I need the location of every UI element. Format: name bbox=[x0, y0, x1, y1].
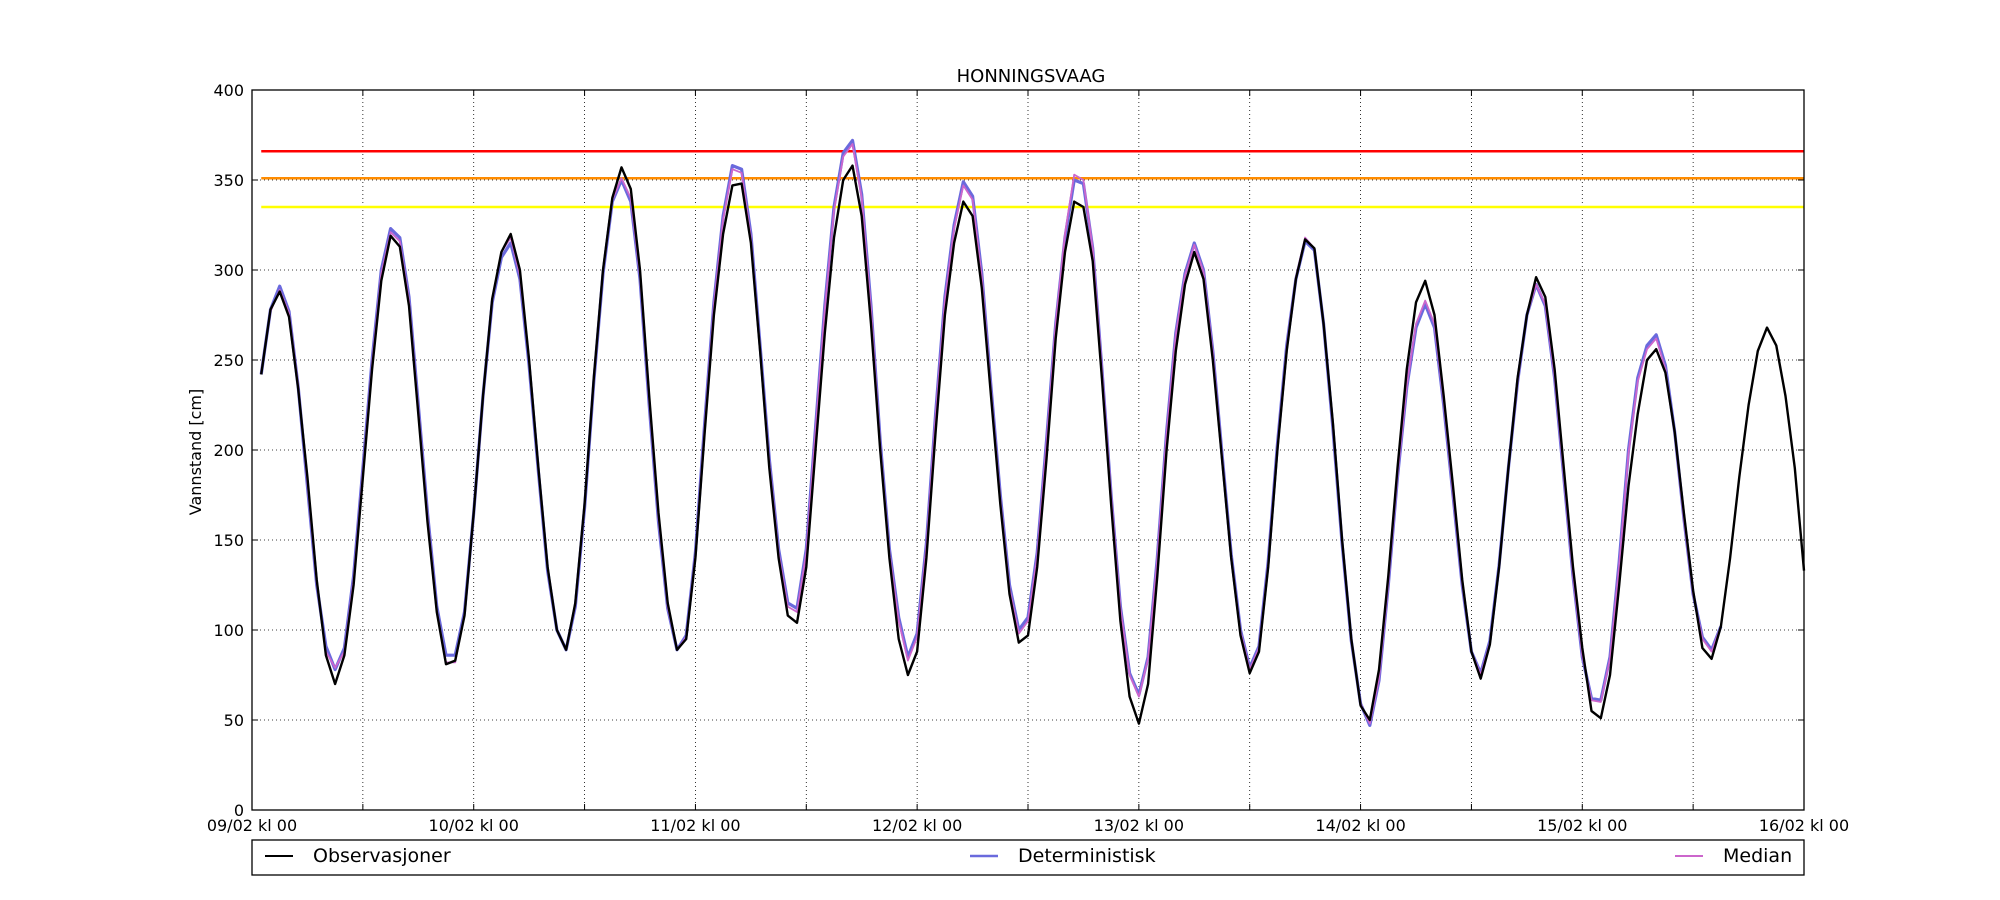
x-tick-label: 14/02 kl 00 bbox=[1315, 816, 1405, 835]
y-tick-label: 250 bbox=[213, 351, 244, 370]
legend-label-median: Median bbox=[1723, 845, 1792, 867]
legend-label-deterministisk: Deterministisk bbox=[1018, 845, 1156, 867]
y-tick-label: 100 bbox=[213, 621, 244, 640]
y-ticks: 0 50 100 150 200 250 300 350 400 bbox=[213, 81, 1804, 820]
y-tick-label: 300 bbox=[213, 261, 244, 280]
x-ticks: 09/02 kl 00 10/02 kl 00 11/02 kl 00 12/02 k… bbox=[207, 90, 1849, 835]
x-tick-label: 13/02 kl 00 bbox=[1094, 816, 1184, 835]
legend: Observasjoner Deterministisk Median bbox=[251, 839, 1805, 876]
y-axis-label: Vannstand [cm] bbox=[186, 389, 205, 515]
y-tick-label: 0 bbox=[234, 801, 244, 820]
threshold-lines bbox=[261, 149, 1804, 209]
x-tick-label: 15/02 kl 00 bbox=[1537, 816, 1627, 835]
y-tick-label: 350 bbox=[213, 171, 244, 190]
series-line-observasjoner bbox=[260, 164, 1806, 725]
x-tick-label: 12/02 kl 00 bbox=[872, 816, 962, 835]
legend-box bbox=[251, 839, 1805, 876]
series-lines bbox=[259, 138, 1806, 728]
chart-title: HONNINGSVAAG bbox=[957, 66, 1106, 87]
grid-lines bbox=[252, 90, 1804, 810]
x-tick-label: 10/02 kl 00 bbox=[429, 816, 519, 835]
y-tick-label: 400 bbox=[213, 81, 244, 100]
y-tick-label: 150 bbox=[213, 531, 244, 550]
y-tick-label: 200 bbox=[213, 441, 244, 460]
x-tick-label: 11/02 kl 00 bbox=[650, 816, 740, 835]
legend-label-observasjoner: Observasjoner bbox=[313, 845, 451, 867]
x-tick-label: 16/02 kl 00 bbox=[1759, 816, 1849, 835]
y-tick-label: 50 bbox=[224, 711, 244, 730]
plot-area bbox=[251, 89, 1805, 811]
x-tick-label: 09/02 kl 00 bbox=[207, 816, 297, 835]
